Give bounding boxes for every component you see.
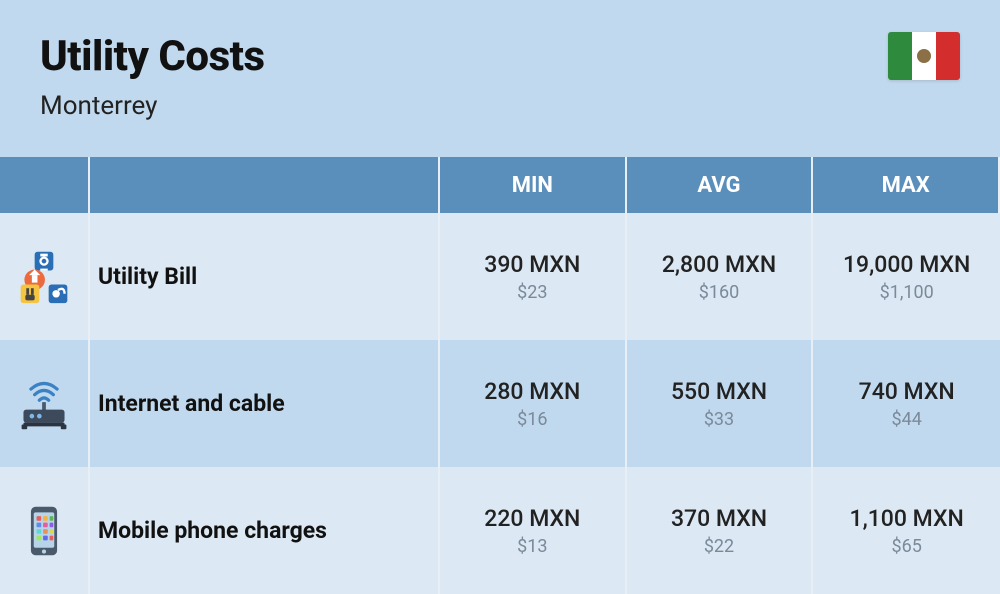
th-max: MAX <box>813 157 1000 213</box>
row2-min-primary: 220 MXN <box>484 505 580 532</box>
row1-min: 280 MXN $16 <box>440 340 627 467</box>
row1-max-secondary: $44 <box>891 409 921 430</box>
row1-max: 740 MXN $44 <box>813 340 1000 467</box>
row1-icon-cell <box>0 340 90 467</box>
row0-avg-secondary: $160 <box>699 282 739 303</box>
th-avg: AVG <box>627 157 814 213</box>
row0-max-secondary: $1,100 <box>880 282 934 303</box>
row1-min-primary: 280 MXN <box>484 378 580 405</box>
flag-emblem-icon <box>917 49 931 63</box>
router-icon <box>16 376 72 432</box>
row0-icon-cell <box>0 213 90 340</box>
row2-avg-secondary: $22 <box>704 536 734 557</box>
row0-avg: 2,800 MXN $160 <box>627 213 814 340</box>
infographic-container: Utility Costs Monterrey MIN AVG MAX <box>0 0 1000 594</box>
header: Utility Costs Monterrey <box>0 0 1000 157</box>
row0-min-secondary: $23 <box>517 282 547 303</box>
row2-max: 1,100 MXN $65 <box>813 467 1000 594</box>
row2-max-primary: 1,100 MXN <box>850 505 964 532</box>
phone-icon <box>16 503 72 559</box>
row1-max-primary: 740 MXN <box>859 378 955 405</box>
row0-max: 19,000 MXN $1,100 <box>813 213 1000 340</box>
th-icon-col <box>0 157 90 213</box>
th-label-col <box>90 157 440 213</box>
row1-avg: 550 MXN $33 <box>627 340 814 467</box>
mexico-flag-icon <box>888 32 960 80</box>
header-text: Utility Costs Monterrey <box>40 32 265 121</box>
row1-min-secondary: $16 <box>517 409 547 430</box>
row2-avg: 370 MXN $22 <box>627 467 814 594</box>
page-subtitle: Monterrey <box>40 91 265 121</box>
row2-min-secondary: $13 <box>517 536 547 557</box>
costs-table: MIN AVG MAX Utility Bil <box>0 157 1000 594</box>
row1-label: Internet and cable <box>90 340 440 467</box>
row1-avg-primary: 550 MXN <box>671 378 767 405</box>
row2-avg-primary: 370 MXN <box>671 505 767 532</box>
row0-max-primary: 19,000 MXN <box>843 251 970 278</box>
row2-label: Mobile phone charges <box>90 467 440 594</box>
row1-avg-secondary: $33 <box>704 409 734 430</box>
row2-min: 220 MXN $13 <box>440 467 627 594</box>
row0-label: Utility Bill <box>90 213 440 340</box>
flag-stripe-green <box>888 32 912 80</box>
page-title: Utility Costs <box>40 32 265 81</box>
th-min: MIN <box>440 157 627 213</box>
row0-avg-primary: 2,800 MXN <box>662 251 776 278</box>
row0-min: 390 MXN $23 <box>440 213 627 340</box>
row0-min-primary: 390 MXN <box>484 251 580 278</box>
row2-max-secondary: $65 <box>891 536 921 557</box>
flag-stripe-red <box>936 32 960 80</box>
row2-icon-cell <box>0 467 90 594</box>
utility-icon <box>16 249 72 305</box>
